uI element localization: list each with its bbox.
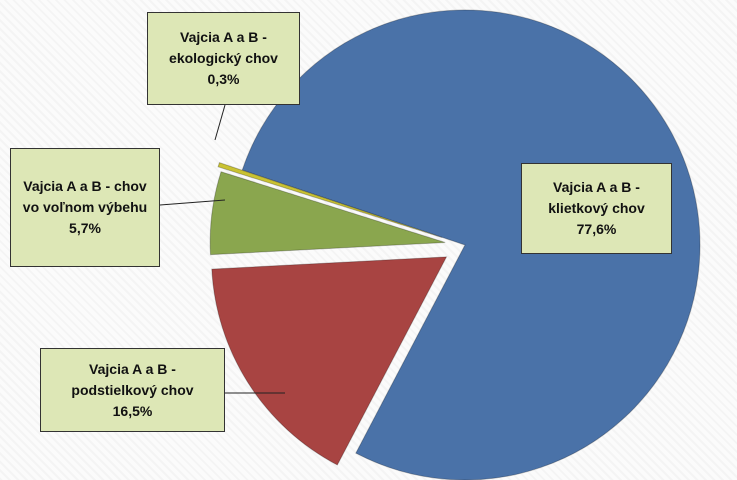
- pie-slice: [217, 161, 443, 239]
- data-label: Vajcia A a B - podstielkový chov 16,5%: [40, 348, 225, 432]
- leader-line: [214, 104, 226, 141]
- slice-name: Vajcia A a B - ekologický chov: [169, 29, 278, 66]
- slice-name: Vajcia A a B - klietkový chov: [548, 179, 645, 216]
- pie-slice: [209, 171, 446, 256]
- pie-slice: [211, 256, 448, 466]
- pie-slice: [241, 9, 701, 480]
- data-label: Vajcia A a B - ekologický chov 0,3%: [147, 12, 300, 105]
- slice-value: 0,3%: [207, 71, 240, 87]
- leader-line: [159, 199, 226, 206]
- slice-value: 5,7%: [69, 220, 101, 236]
- slice-value: 77,6%: [576, 221, 617, 237]
- slice-value: 16,5%: [112, 402, 153, 419]
- data-label: Vajcia A a B - klietkový chov 77,6%: [521, 163, 672, 254]
- slice-name: Vajcia A a B - podstielkový chov: [71, 360, 194, 398]
- slice-name: Vajcia A a B - chov vo voľnom výbehu: [22, 178, 148, 215]
- data-label: Vajcia A a B - chov vo voľnom výbehu 5,7%: [10, 148, 160, 267]
